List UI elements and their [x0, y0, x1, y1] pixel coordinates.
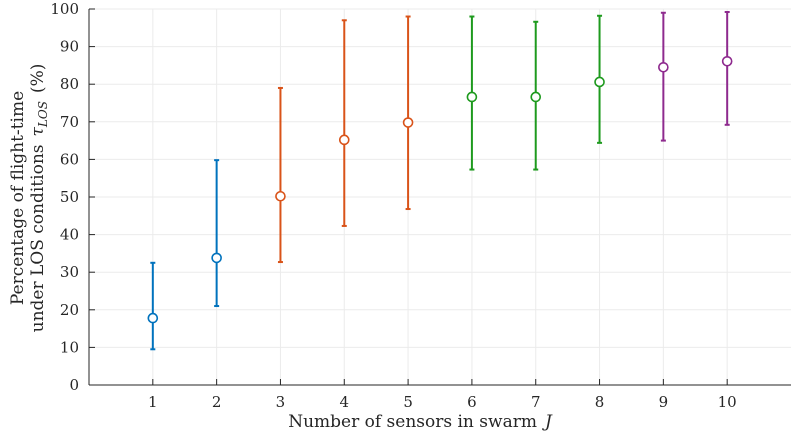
y-tick-label: 40 — [60, 226, 79, 244]
y-axis-title-line2: under LOS conditionsτLOS(%) — [28, 64, 50, 333]
x-tick-label: 2 — [212, 393, 222, 411]
x-tick-label: 5 — [403, 393, 413, 411]
mean-marker — [466, 91, 478, 103]
x-tick-label: 3 — [276, 393, 286, 411]
y-axis-title: Percentage of flight-time under LOS cond… — [8, 64, 50, 333]
y-tick-label: 90 — [60, 38, 79, 56]
grid-lines — [89, 8, 791, 386]
y-tick-label: 20 — [60, 301, 79, 319]
y-tick-label: 100 — [50, 0, 79, 18]
error-bar-point — [594, 14, 605, 144]
y-tick-label: 10 — [60, 338, 79, 356]
error-bar-point — [721, 11, 733, 126]
y-axis-title-line1: Percentage of flight-time — [8, 91, 28, 305]
x-tick-label: 4 — [339, 393, 349, 411]
mean-marker — [147, 312, 159, 324]
x-tick-label: 1 — [148, 393, 158, 411]
x-tick-label: 9 — [659, 393, 669, 411]
data-points — [147, 11, 733, 351]
y-tick-label: 0 — [69, 376, 79, 394]
x-axis-title: Number of sensors in swarm J — [288, 412, 553, 432]
error-bar-point — [530, 20, 542, 171]
y-tick-label: 30 — [60, 263, 79, 281]
mean-marker — [338, 134, 350, 146]
error-bar-point — [466, 15, 478, 171]
mean-marker — [211, 252, 222, 264]
error-bar-point — [211, 159, 222, 308]
x-tick-label: 8 — [595, 393, 605, 411]
mean-marker — [658, 61, 669, 73]
y-tick-label: 50 — [60, 188, 79, 206]
x-tick-label: 7 — [531, 393, 541, 411]
x-tick-label: 10 — [718, 393, 737, 411]
error-bar-point — [275, 86, 286, 264]
y-tick-label: 60 — [60, 150, 79, 168]
x-tick-label: 6 — [467, 393, 477, 411]
mean-marker — [402, 117, 414, 128]
mean-marker — [594, 76, 605, 88]
axes — [88, 8, 791, 386]
error-bar-point — [658, 11, 669, 142]
mean-marker — [721, 55, 733, 67]
mean-marker — [530, 91, 542, 103]
mean-marker — [275, 190, 286, 202]
error-bar-point — [338, 19, 350, 227]
y-tick-label: 80 — [60, 75, 79, 93]
error-bar-point — [402, 15, 414, 211]
y-tick-label: 70 — [60, 113, 79, 131]
error-bar-point — [147, 261, 159, 351]
